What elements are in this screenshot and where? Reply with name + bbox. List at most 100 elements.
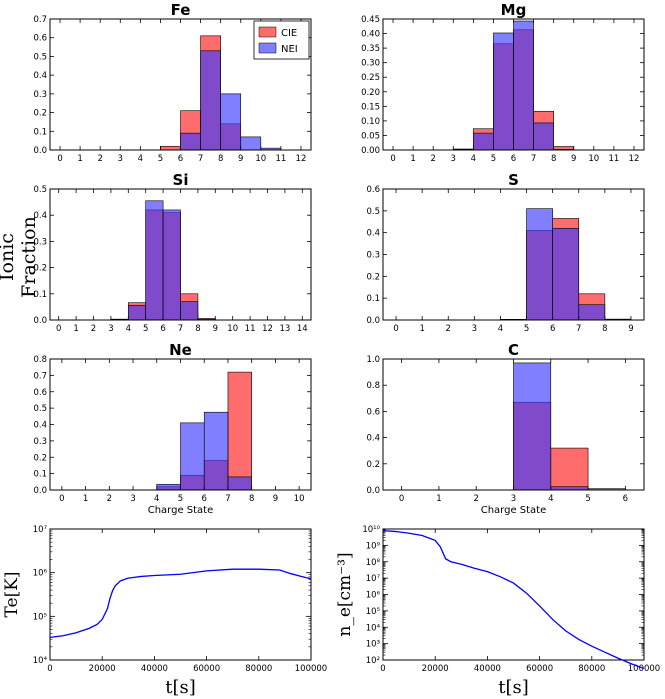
mg-nei-bar-7	[533, 122, 554, 151]
ne-ytick-label: 0.5	[33, 404, 47, 414]
te-xtick-label: 40000	[141, 664, 168, 674]
te-ytick-label: 10⁴	[33, 656, 48, 666]
te-ylabel: Te[K]	[2, 571, 22, 617]
ne-xtick-label: 0	[59, 494, 64, 504]
te-xlabel: t[s]	[165, 677, 196, 698]
c-xtick-label: 2	[474, 494, 479, 504]
si-xtick-label: 14	[297, 324, 308, 334]
mg-xtick-label: 6	[511, 154, 516, 164]
mg-title: Mg	[501, 1, 527, 19]
fe-ytick-label: 0.2	[33, 109, 47, 119]
mg-xtick-label: 4	[471, 154, 476, 164]
mg-ytick-label: 0.05	[361, 131, 380, 141]
ne-density-xtick-label: 60000	[526, 664, 553, 674]
te-xtick-label: 60000	[193, 664, 220, 674]
c-xlabel: Charge State	[481, 505, 547, 516]
s-nei-bar-7	[578, 304, 606, 321]
fe-ytick-label: 0.5	[33, 52, 47, 62]
si-xtick-label: 11	[245, 324, 256, 334]
fe-xtick-label: 11	[275, 154, 286, 164]
si-xtick-label: 6	[160, 324, 165, 334]
fe-cie-bar-5	[160, 145, 181, 151]
mg-ytick-label: 0.35	[361, 44, 380, 54]
c-ytick-label: 0.4	[366, 434, 380, 444]
ne-xtick-label: 10	[294, 494, 305, 504]
fe-xtick-label: 3	[118, 154, 123, 164]
legend-nei-label: NEI	[281, 44, 298, 55]
ne-density-ylabel: n_e[cm⁻³]	[335, 552, 355, 636]
mg-nei-bar-5	[493, 32, 514, 151]
si-nei-bar-7	[180, 301, 199, 321]
s-ytick-label: 0.2	[366, 272, 380, 282]
si-nei-bar-5	[145, 200, 164, 321]
ne-density-series-line	[382, 529, 645, 670]
c-xtick-label: 3	[511, 494, 516, 504]
te-xtick-label: 20000	[89, 664, 116, 674]
s-nei-bar-6	[552, 228, 580, 321]
ne-nei-bar-7	[227, 476, 252, 491]
c-xtick-label: 5	[585, 494, 590, 504]
ne-nei-bar-6	[203, 411, 229, 491]
ne-xtick-label: 4	[154, 494, 159, 504]
s-xtick-label: 1	[419, 324, 424, 334]
mg-xtick-label: 9	[571, 154, 576, 164]
ne-density-ytick-label: 10⁶	[366, 591, 381, 601]
ne-density-xlabel: t[s]	[498, 677, 529, 698]
si-xtick-label: 10	[227, 324, 238, 334]
ne-ytick-label: 0.2	[33, 453, 47, 463]
fe-xtick-label: 4	[138, 154, 143, 164]
s-ytick-label: 0.4	[366, 229, 380, 239]
si-xtick-label: 4	[126, 324, 131, 334]
fe-xtick-label: 1	[77, 154, 82, 164]
c-ytick-label: 1.0	[366, 355, 380, 365]
si-ytick-label: 0.2	[33, 264, 47, 274]
ne-ytick-label: 0.0	[33, 486, 47, 496]
mg-ytick-label: 0.45	[361, 15, 380, 25]
mg-xtick-label: 0	[390, 154, 395, 164]
s-xtick-label: 9	[628, 324, 633, 334]
si-xtick-label: 1	[73, 324, 78, 334]
ne-xtick-label: 9	[273, 494, 278, 504]
c-xtick-label: 6	[623, 494, 628, 504]
mg-xtick-label: 10	[588, 154, 599, 164]
s-ytick-label: 0.5	[366, 207, 380, 217]
c-cie-bar-4	[550, 447, 589, 491]
si-xtick-label: 7	[178, 324, 183, 334]
te-xtick-label: 100000	[295, 664, 327, 674]
mg-xtick-label: 8	[551, 154, 556, 164]
mg-xtick-label: 5	[491, 154, 496, 164]
ne-density-xtick-label: 40000	[474, 664, 501, 674]
fe-ytick-label: 0.6	[33, 34, 47, 44]
ne-density-xtick-label: 100000	[628, 664, 660, 674]
c-ytick-label: 0.6	[366, 407, 380, 417]
s-ytick-label: 0.1	[366, 294, 380, 304]
ne-xtick-label: 3	[130, 494, 135, 504]
shared-y-axis-label: Ionic Fraction	[0, 216, 40, 298]
fe-xtick-label: 2	[97, 154, 102, 164]
te-xtick-label: 0	[47, 664, 52, 674]
ne-density-ytick-label: 10⁹	[366, 541, 381, 551]
s-xtick-label: 8	[602, 324, 607, 334]
te-xtick-label: 80000	[245, 664, 272, 674]
fe-ytick-label: 0.3	[33, 90, 47, 100]
s-ytick-label: 0.3	[366, 251, 380, 261]
si-title: Si	[173, 171, 189, 189]
legend-cie-label: CIE	[281, 28, 297, 39]
si-ytick-label: 0.4	[33, 211, 47, 221]
fe-nei-bar-9	[240, 136, 262, 151]
si-ytick-label: 0.3	[33, 237, 47, 247]
si-ytick-label: 0.0	[33, 316, 47, 326]
ne-density-ytick-label: 10⁴	[366, 623, 381, 633]
c-xtick-label: 1	[436, 494, 441, 504]
fe-nei-bar-7	[200, 50, 221, 151]
mg-xtick-label: 2	[430, 154, 435, 164]
ne-ytick-label: 0.1	[33, 470, 47, 480]
si-ytick-label: 0.5	[33, 185, 47, 195]
s-xtick-label: 2	[446, 324, 451, 334]
te-ytick-label: 10⁶	[33, 569, 48, 579]
ne-nei-bar-4	[156, 483, 181, 491]
fe-ytick-label: 0.1	[33, 127, 47, 137]
fe-xtick-label: 8	[218, 154, 223, 164]
mg-xtick-label: 12	[629, 154, 640, 164]
mg-nei-bar-6	[513, 20, 534, 151]
